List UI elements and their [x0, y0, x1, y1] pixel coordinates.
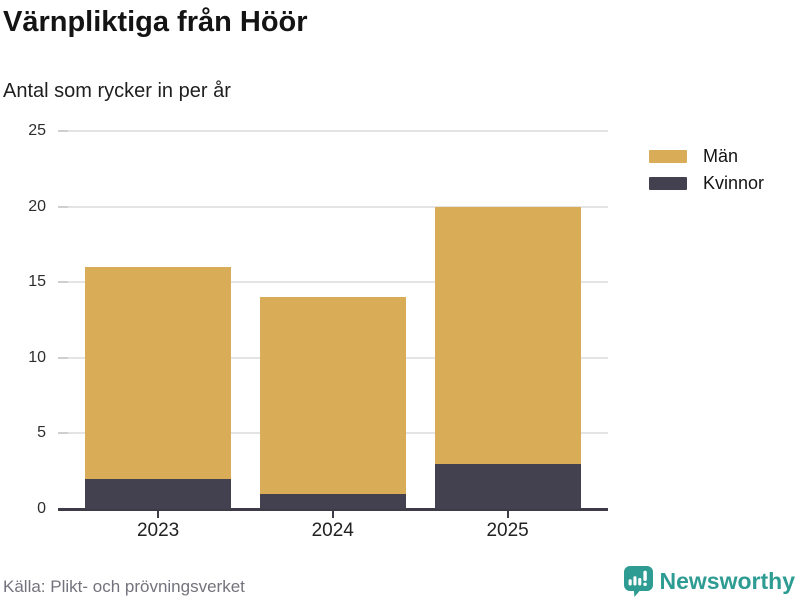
y-tick-mark	[58, 205, 68, 208]
x-tick-mark	[331, 511, 334, 518]
bar-segment-kvinnor-2025	[434, 463, 581, 509]
legend-label: Kvinnor	[703, 173, 765, 193]
bar-group-2025	[434, 131, 581, 509]
y-tick-label: 15	[28, 273, 46, 291]
legend-swatch	[649, 150, 687, 163]
x-tick-mark	[157, 511, 160, 518]
legend-item-män: Män	[649, 146, 764, 166]
y-tick-label: 0	[37, 500, 46, 517]
newsworthy-icon	[623, 565, 653, 597]
y-tick-mark	[58, 432, 68, 435]
gridline-y20	[58, 205, 608, 208]
legend-label: Män	[703, 146, 739, 166]
source-attribution: Källa: Plikt- och prövningsverket	[3, 577, 245, 596]
brand-name: Newsworthy	[659, 567, 795, 594]
y-tick-label: 20	[28, 197, 46, 215]
y-tick-label: 25	[28, 122, 46, 139]
chart-subtitle: Antal som rycker in per år	[3, 80, 231, 102]
legend-item-kvinnor: Kvinnor	[649, 173, 765, 193]
y-tick-mark	[58, 356, 68, 359]
legend-swatch	[649, 177, 687, 190]
legend: Män Kvinnor	[649, 146, 765, 193]
x-tick-label-2024: 2024	[311, 520, 354, 541]
bar-segment-kvinnor-2024	[259, 493, 406, 509]
bar-group-2023	[85, 131, 232, 509]
x-tick-label-2025: 2025	[486, 520, 529, 541]
chart-title: Värnpliktiga från Höör	[3, 6, 308, 38]
bar-segment-kvinnor-2023	[85, 478, 232, 509]
y-tick-mark	[58, 130, 68, 132]
plot-area	[58, 130, 608, 511]
y-tick-mark	[58, 281, 68, 284]
bar-segment-män-2023	[85, 267, 232, 479]
y-tick-label: 5	[37, 424, 46, 442]
bar-segment-män-2024	[259, 297, 406, 494]
x-axis-line	[58, 508, 608, 511]
brand-logo: Newsworthy	[623, 565, 795, 597]
gridline-y15	[58, 281, 608, 284]
y-tick-label: 10	[28, 348, 46, 366]
bar-group-2024	[259, 131, 406, 509]
bar-segment-män-2025	[434, 206, 581, 464]
x-tick-mark	[506, 511, 509, 518]
gridline-y25	[58, 130, 608, 132]
x-tick-label-2023: 2023	[136, 520, 180, 541]
